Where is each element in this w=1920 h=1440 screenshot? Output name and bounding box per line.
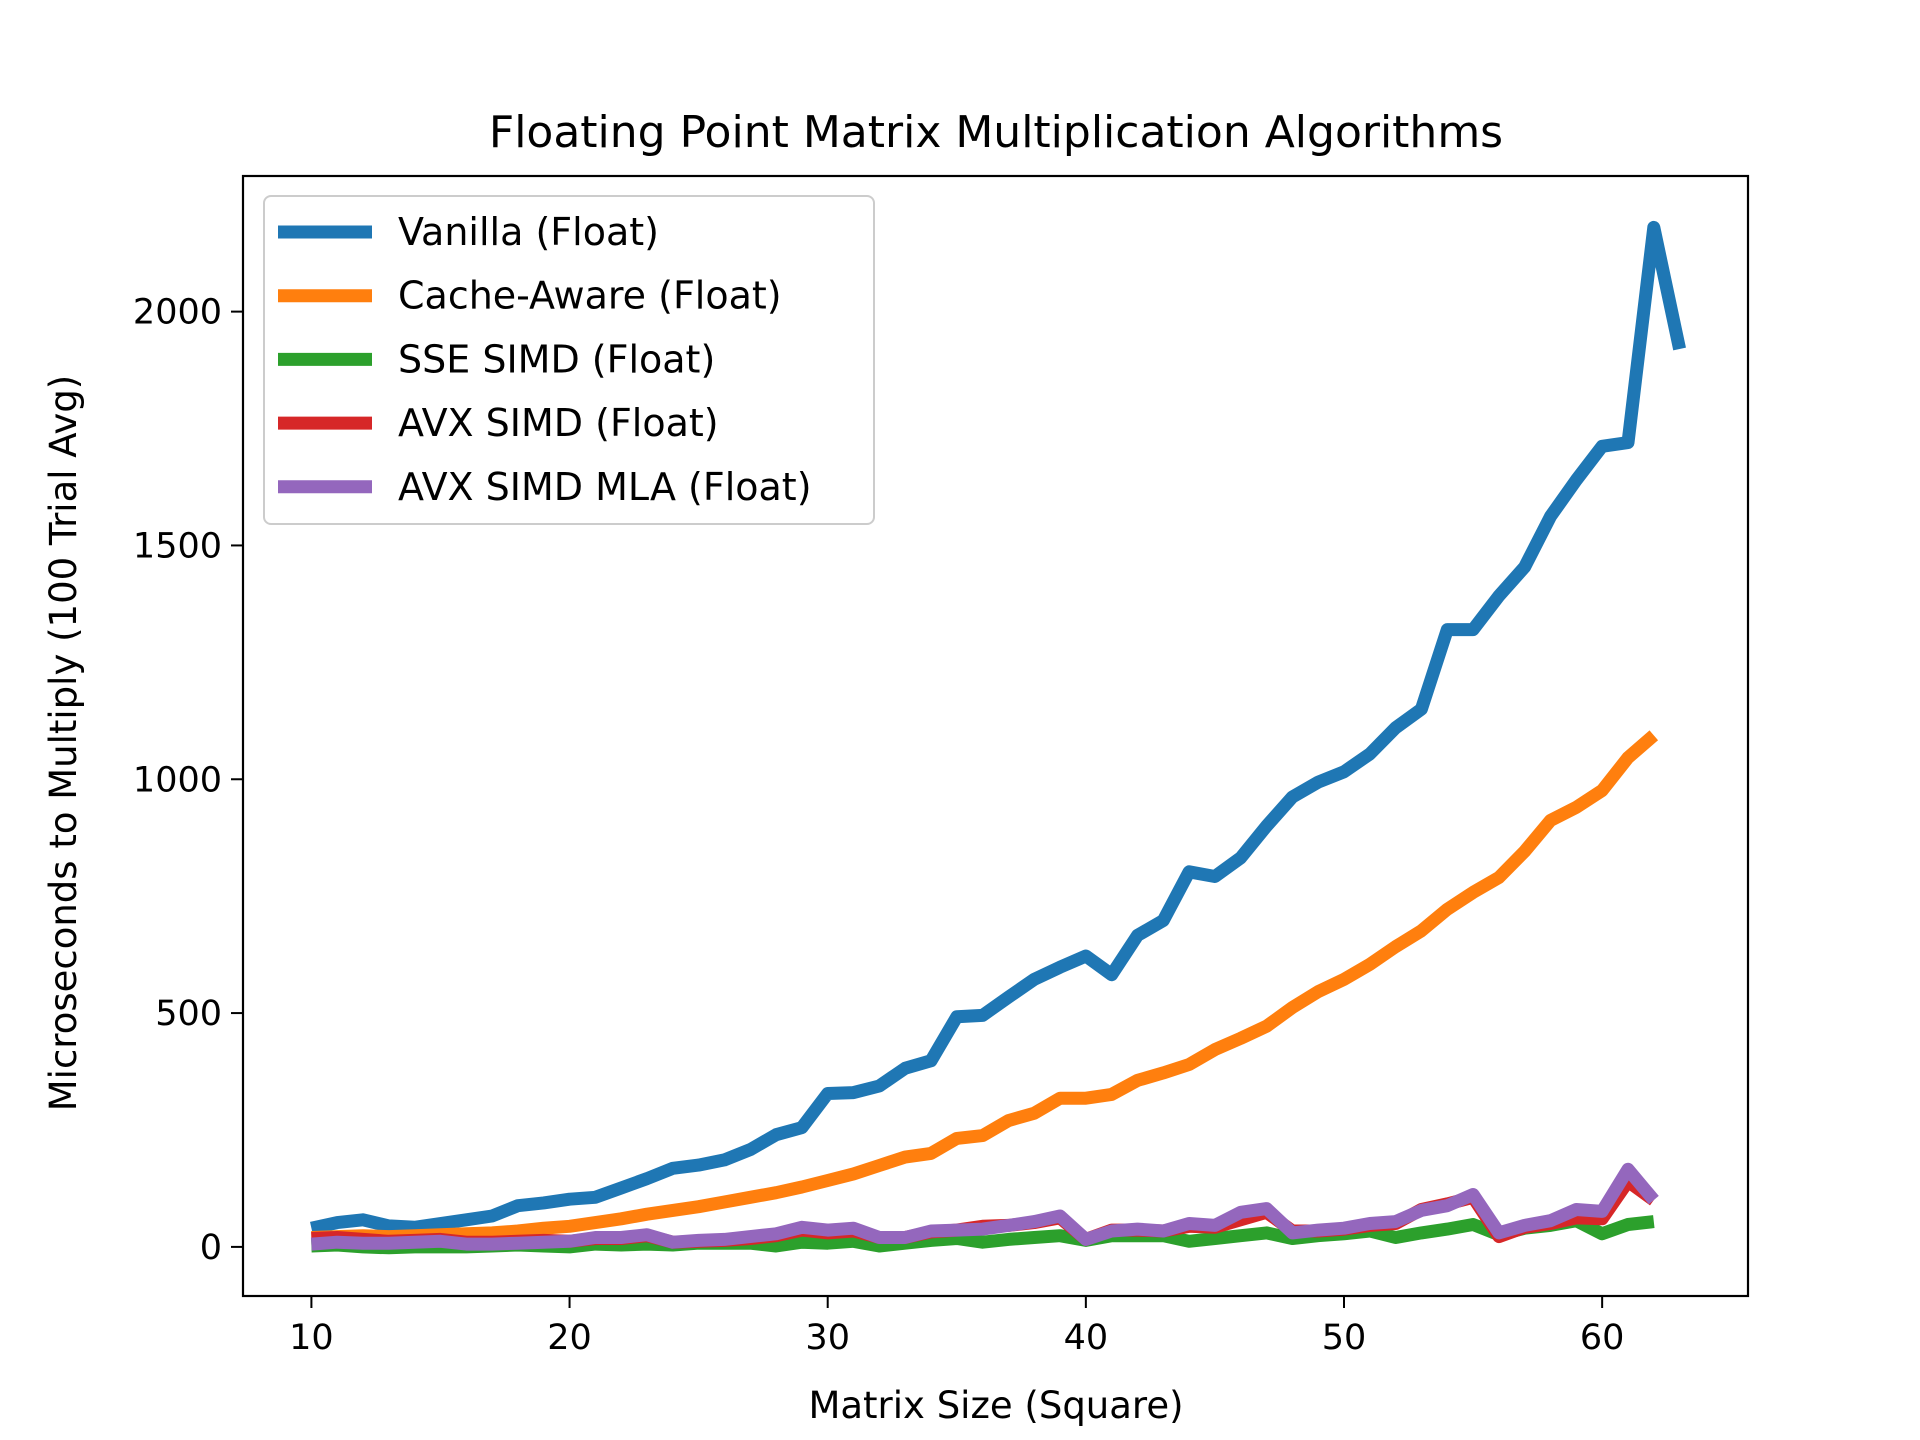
- y-tick-label: 2000: [133, 293, 222, 333]
- legend-label-1: Vanilla (Float): [398, 210, 659, 254]
- x-axis-label: Matrix Size (Square): [808, 1384, 1183, 1427]
- x-tick-label: 40: [1064, 1318, 1109, 1358]
- y-axis: 0 500 1000 1500 2000: [133, 293, 243, 1268]
- y-tick-label: 500: [155, 994, 222, 1034]
- y-tick-label: 1000: [133, 760, 222, 800]
- series-line-2: [311, 730, 1659, 1244]
- x-axis: 10 20 30 40 50 60: [289, 1296, 1624, 1358]
- legend-label-2: Cache-Aware (Float): [398, 274, 782, 318]
- legend: Vanilla (Float) Cache-Aware (Float) SSE SI…: [263, 195, 875, 525]
- legend-box: [263, 195, 875, 525]
- chart-title: Floating Point Matrix Multiplication Alg…: [489, 107, 1503, 158]
- y-tick-label: 1500: [133, 526, 222, 566]
- legend-label-4: AVX SIMD (Float): [398, 401, 719, 445]
- y-axis-label: Microseconds to Multiply (100 Trial Avg): [42, 375, 85, 1112]
- legend-label-3: SSE SIMD (Float): [398, 337, 715, 381]
- plot-area-frame: [241, 174, 1750, 1298]
- x-tick-label: 50: [1322, 1318, 1367, 1358]
- series-line-5: [310, 1162, 1659, 1251]
- y-tick-label: 0: [200, 1228, 222, 1268]
- x-tick-label: 60: [1580, 1318, 1625, 1358]
- series-line-1: [310, 220, 1686, 1235]
- series-layer: [310, 220, 1686, 1255]
- x-tick-label: 30: [805, 1318, 850, 1358]
- x-tick-label: 10: [289, 1318, 334, 1358]
- legend-label-5: AVX SIMD MLA (Float): [398, 465, 812, 509]
- x-tick-label: 20: [547, 1318, 592, 1358]
